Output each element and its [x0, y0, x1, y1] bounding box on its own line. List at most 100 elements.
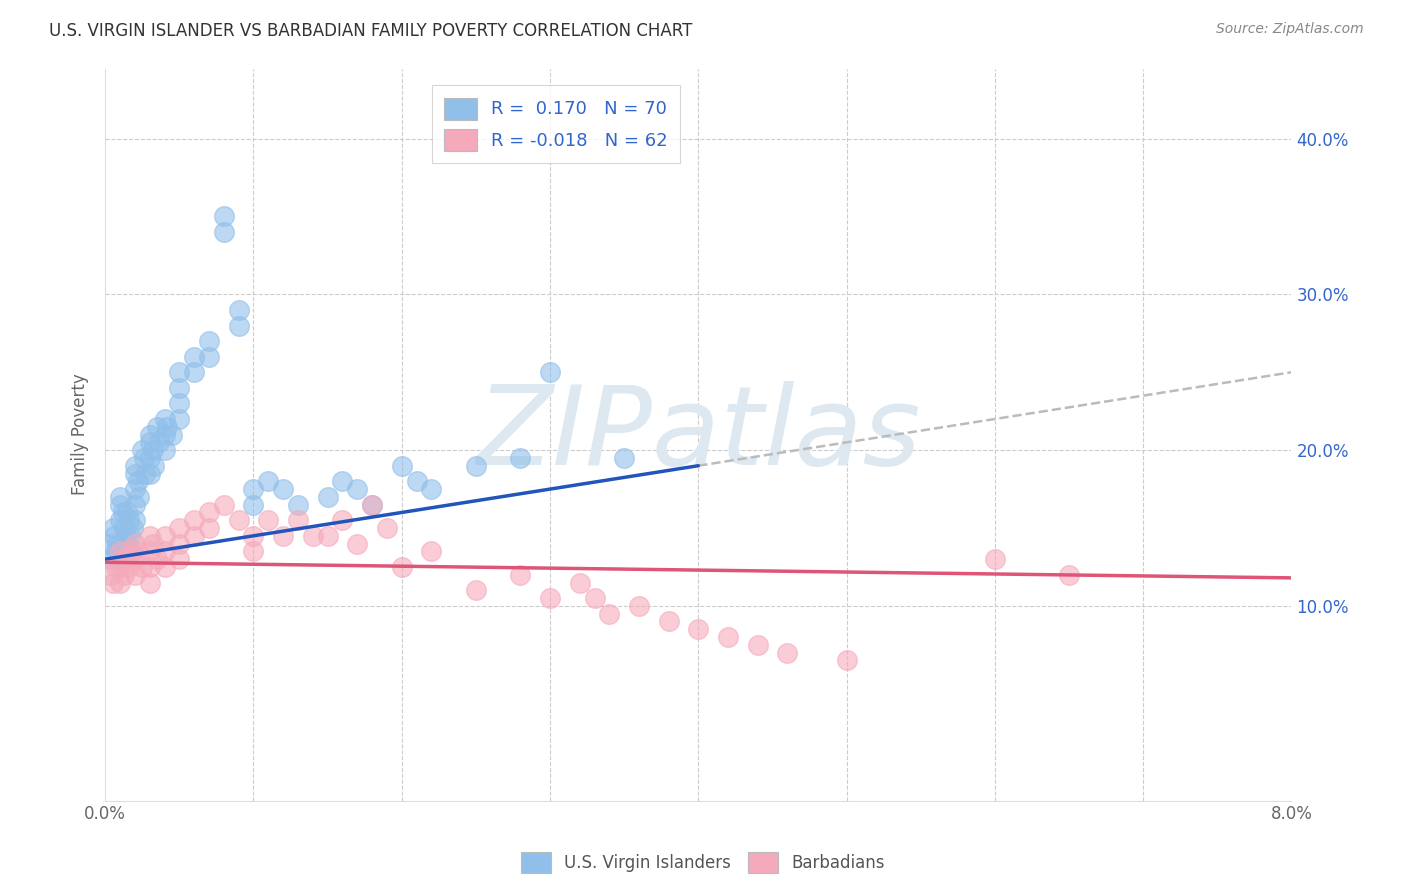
Point — [316, 529, 339, 543]
Point — [598, 607, 620, 621]
Point — [420, 482, 443, 496]
Point — [169, 396, 191, 410]
Point — [627, 599, 650, 613]
Point — [124, 536, 146, 550]
Point — [124, 552, 146, 566]
Point — [332, 475, 354, 489]
Point — [688, 622, 710, 636]
Point — [405, 475, 427, 489]
Point — [169, 365, 191, 379]
Point — [509, 567, 531, 582]
Point — [1057, 567, 1080, 582]
Point — [346, 482, 368, 496]
Point — [127, 475, 149, 489]
Point — [153, 529, 176, 543]
Point — [117, 536, 139, 550]
Point — [118, 513, 141, 527]
Point — [212, 210, 235, 224]
Point — [183, 350, 205, 364]
Point — [747, 638, 769, 652]
Point — [271, 482, 294, 496]
Point — [156, 419, 179, 434]
Point — [169, 521, 191, 535]
Point — [134, 467, 156, 481]
Point — [464, 458, 486, 473]
Point — [160, 427, 183, 442]
Point — [391, 560, 413, 574]
Point — [124, 567, 146, 582]
Point — [108, 575, 131, 590]
Point — [568, 575, 591, 590]
Point — [169, 381, 191, 395]
Point — [153, 427, 176, 442]
Point — [138, 427, 160, 442]
Point — [287, 513, 309, 527]
Point — [138, 544, 160, 558]
Point — [717, 630, 740, 644]
Point — [114, 521, 136, 535]
Point — [153, 443, 176, 458]
Point — [101, 575, 124, 590]
Text: U.S. VIRGIN ISLANDER VS BARBADIAN FAMILY POVERTY CORRELATION CHART: U.S. VIRGIN ISLANDER VS BARBADIAN FAMILY… — [49, 22, 693, 40]
Point — [242, 482, 264, 496]
Point — [108, 560, 131, 574]
Point — [117, 505, 139, 519]
Point — [146, 552, 169, 566]
Point — [148, 435, 170, 450]
Point — [98, 552, 121, 566]
Point — [120, 529, 142, 543]
Point — [153, 412, 176, 426]
Point — [114, 567, 136, 582]
Point — [287, 498, 309, 512]
Point — [118, 560, 141, 574]
Point — [332, 513, 354, 527]
Point — [108, 544, 131, 558]
Point — [212, 225, 235, 239]
Point — [127, 544, 149, 558]
Legend: R =  0.170   N = 70, R = -0.018   N = 62: R = 0.170 N = 70, R = -0.018 N = 62 — [432, 85, 681, 163]
Point — [183, 365, 205, 379]
Y-axis label: Family Poverty: Family Poverty — [72, 374, 89, 495]
Point — [128, 490, 150, 504]
Point — [198, 350, 221, 364]
Point — [117, 552, 139, 566]
Point — [108, 490, 131, 504]
Point — [138, 575, 160, 590]
Point — [242, 529, 264, 543]
Point — [101, 521, 124, 535]
Point — [316, 490, 339, 504]
Point — [153, 560, 176, 574]
Point — [183, 529, 205, 543]
Point — [212, 498, 235, 512]
Point — [121, 544, 143, 558]
Point — [183, 513, 205, 527]
Point — [228, 513, 250, 527]
Point — [464, 583, 486, 598]
Point — [138, 560, 160, 574]
Point — [375, 521, 398, 535]
Point — [538, 365, 561, 379]
Point — [146, 419, 169, 434]
Point — [583, 591, 606, 606]
Text: Source: ZipAtlas.com: Source: ZipAtlas.com — [1216, 22, 1364, 37]
Point — [97, 536, 120, 550]
Point — [301, 529, 323, 543]
Point — [108, 498, 131, 512]
Point — [104, 544, 127, 558]
Point — [509, 450, 531, 465]
Point — [538, 591, 561, 606]
Point — [420, 544, 443, 558]
Point — [111, 505, 134, 519]
Point — [142, 536, 165, 550]
Point — [121, 544, 143, 558]
Point — [104, 560, 127, 574]
Point — [169, 412, 191, 426]
Point — [242, 498, 264, 512]
Point — [138, 435, 160, 450]
Point — [124, 498, 146, 512]
Point — [124, 513, 146, 527]
Point — [169, 536, 191, 550]
Point — [257, 513, 280, 527]
Point — [613, 450, 636, 465]
Point — [124, 458, 146, 473]
